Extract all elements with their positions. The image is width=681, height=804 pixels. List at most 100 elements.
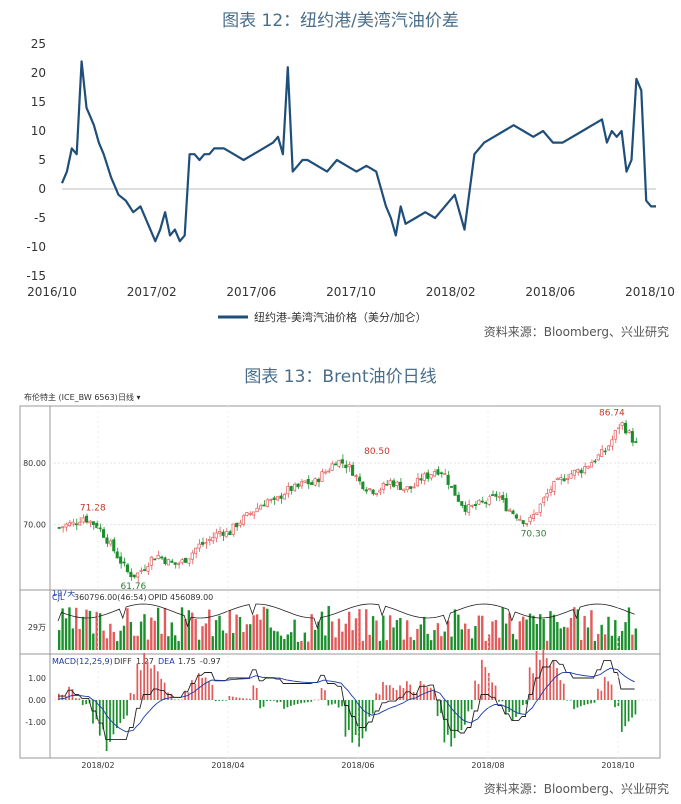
candle-body [552, 481, 556, 492]
y-tick-label: 20 [31, 66, 46, 80]
candle-body [269, 499, 273, 501]
macd-histogram-bar [429, 687, 432, 700]
macd-histogram-bar [201, 677, 203, 700]
candle-body [282, 494, 286, 500]
macd-histogram-bar [150, 668, 152, 700]
macd-histogram-bar [296, 700, 299, 704]
macd-histogram-bar [153, 665, 156, 700]
candle-body [91, 521, 95, 526]
macd-histogram-bar [320, 688, 323, 700]
volume-bar [464, 623, 467, 650]
macd-histogram-bar [515, 700, 517, 717]
volume-bar [433, 630, 436, 650]
volume-bar [262, 606, 266, 650]
volume-bar [286, 634, 289, 650]
macd-histogram-bar [501, 700, 504, 702]
candle-body [624, 422, 628, 434]
macd-histogram-bar [412, 691, 415, 700]
candle-body [531, 514, 535, 519]
chart-13-source: 资料来源：Bloomberg、兴业研究 [483, 782, 669, 796]
candle-body [426, 472, 430, 479]
macd-histogram-bar [583, 700, 586, 706]
candle-body [170, 560, 174, 563]
macd-histogram-bar [378, 694, 381, 700]
volume-bar [58, 630, 61, 650]
macd-histogram-bar [286, 700, 289, 708]
y-tick-label: 10 [31, 124, 46, 138]
macd-histogram-bar [58, 693, 60, 700]
candle-body [187, 558, 191, 564]
candle-body [214, 532, 218, 539]
macd-histogram-bar [627, 700, 630, 722]
candle-body [180, 559, 184, 564]
volume-bar [334, 637, 337, 650]
volume-bar [436, 623, 440, 650]
candle-body [323, 471, 327, 474]
macd-histogram-bar [433, 689, 435, 700]
candle-body [166, 559, 170, 566]
macd-histogram-bar [453, 700, 456, 739]
volume-bar [583, 615, 586, 650]
candle-body [600, 449, 604, 457]
volume-bar [498, 637, 501, 650]
volume-bar [607, 616, 610, 650]
price-annotation: 71.28 [80, 504, 106, 514]
volume-bar [576, 609, 579, 650]
macd-histogram-bar [354, 700, 357, 735]
candle-body [392, 480, 396, 487]
candle-body [74, 523, 78, 526]
macd-histogram-bar [539, 659, 541, 700]
volume-bar [562, 626, 566, 650]
candle-body [286, 486, 290, 495]
volume-bar [150, 617, 153, 650]
macd-histogram-bar [580, 700, 582, 707]
candle-body [139, 570, 143, 572]
volume-bar [167, 636, 170, 650]
candle-body [402, 488, 406, 491]
volume-bar [590, 610, 593, 650]
volume-bar [75, 607, 78, 650]
macd-histogram-bar [324, 690, 326, 700]
volume-bar [324, 635, 327, 650]
candle-body [548, 489, 553, 493]
macd-histogram-bar [532, 673, 534, 700]
y-tick-label: 0 [38, 182, 46, 196]
volume-bar [307, 641, 310, 650]
macd-histogram-bar [562, 683, 565, 700]
macd-histogram-bar [371, 700, 374, 714]
candle-body [617, 427, 621, 430]
volume-bar [156, 607, 160, 650]
volume-bar [92, 633, 95, 650]
volume-bar [518, 621, 521, 650]
x-tick-label: 2017/06 [226, 285, 276, 299]
volume-bar [617, 635, 620, 650]
candle-body [429, 474, 433, 479]
macd-histogram-bar [358, 700, 360, 747]
macd-histogram-bar [559, 680, 562, 700]
macd-histogram-bar [279, 700, 282, 702]
volume-bar [508, 613, 511, 650]
macd-histogram-bar [61, 694, 64, 700]
candle-body [67, 522, 71, 527]
candle-body [463, 504, 467, 512]
volume-bar [402, 639, 405, 650]
candle-body [555, 478, 559, 481]
diff-label: DIFF [114, 657, 132, 666]
volume-bar [218, 615, 221, 650]
macd-histogram-bar [450, 700, 453, 747]
candle-body [224, 531, 228, 538]
volume-bar [252, 615, 255, 650]
candle-body [480, 500, 484, 503]
volume-bar [573, 607, 576, 650]
price-annotation: 86.74 [599, 409, 625, 419]
volume-bar [627, 607, 631, 650]
volume-bar [225, 633, 228, 650]
macd-histogram-bar [446, 700, 449, 735]
x-tick-label: 2018/02 [81, 761, 114, 770]
volume-bar [426, 633, 429, 650]
volume-bar [71, 628, 75, 650]
macd-histogram-bar [426, 687, 429, 700]
macd-histogram-bar [525, 700, 528, 705]
volume-bar [102, 630, 105, 650]
candle-body [197, 543, 201, 549]
